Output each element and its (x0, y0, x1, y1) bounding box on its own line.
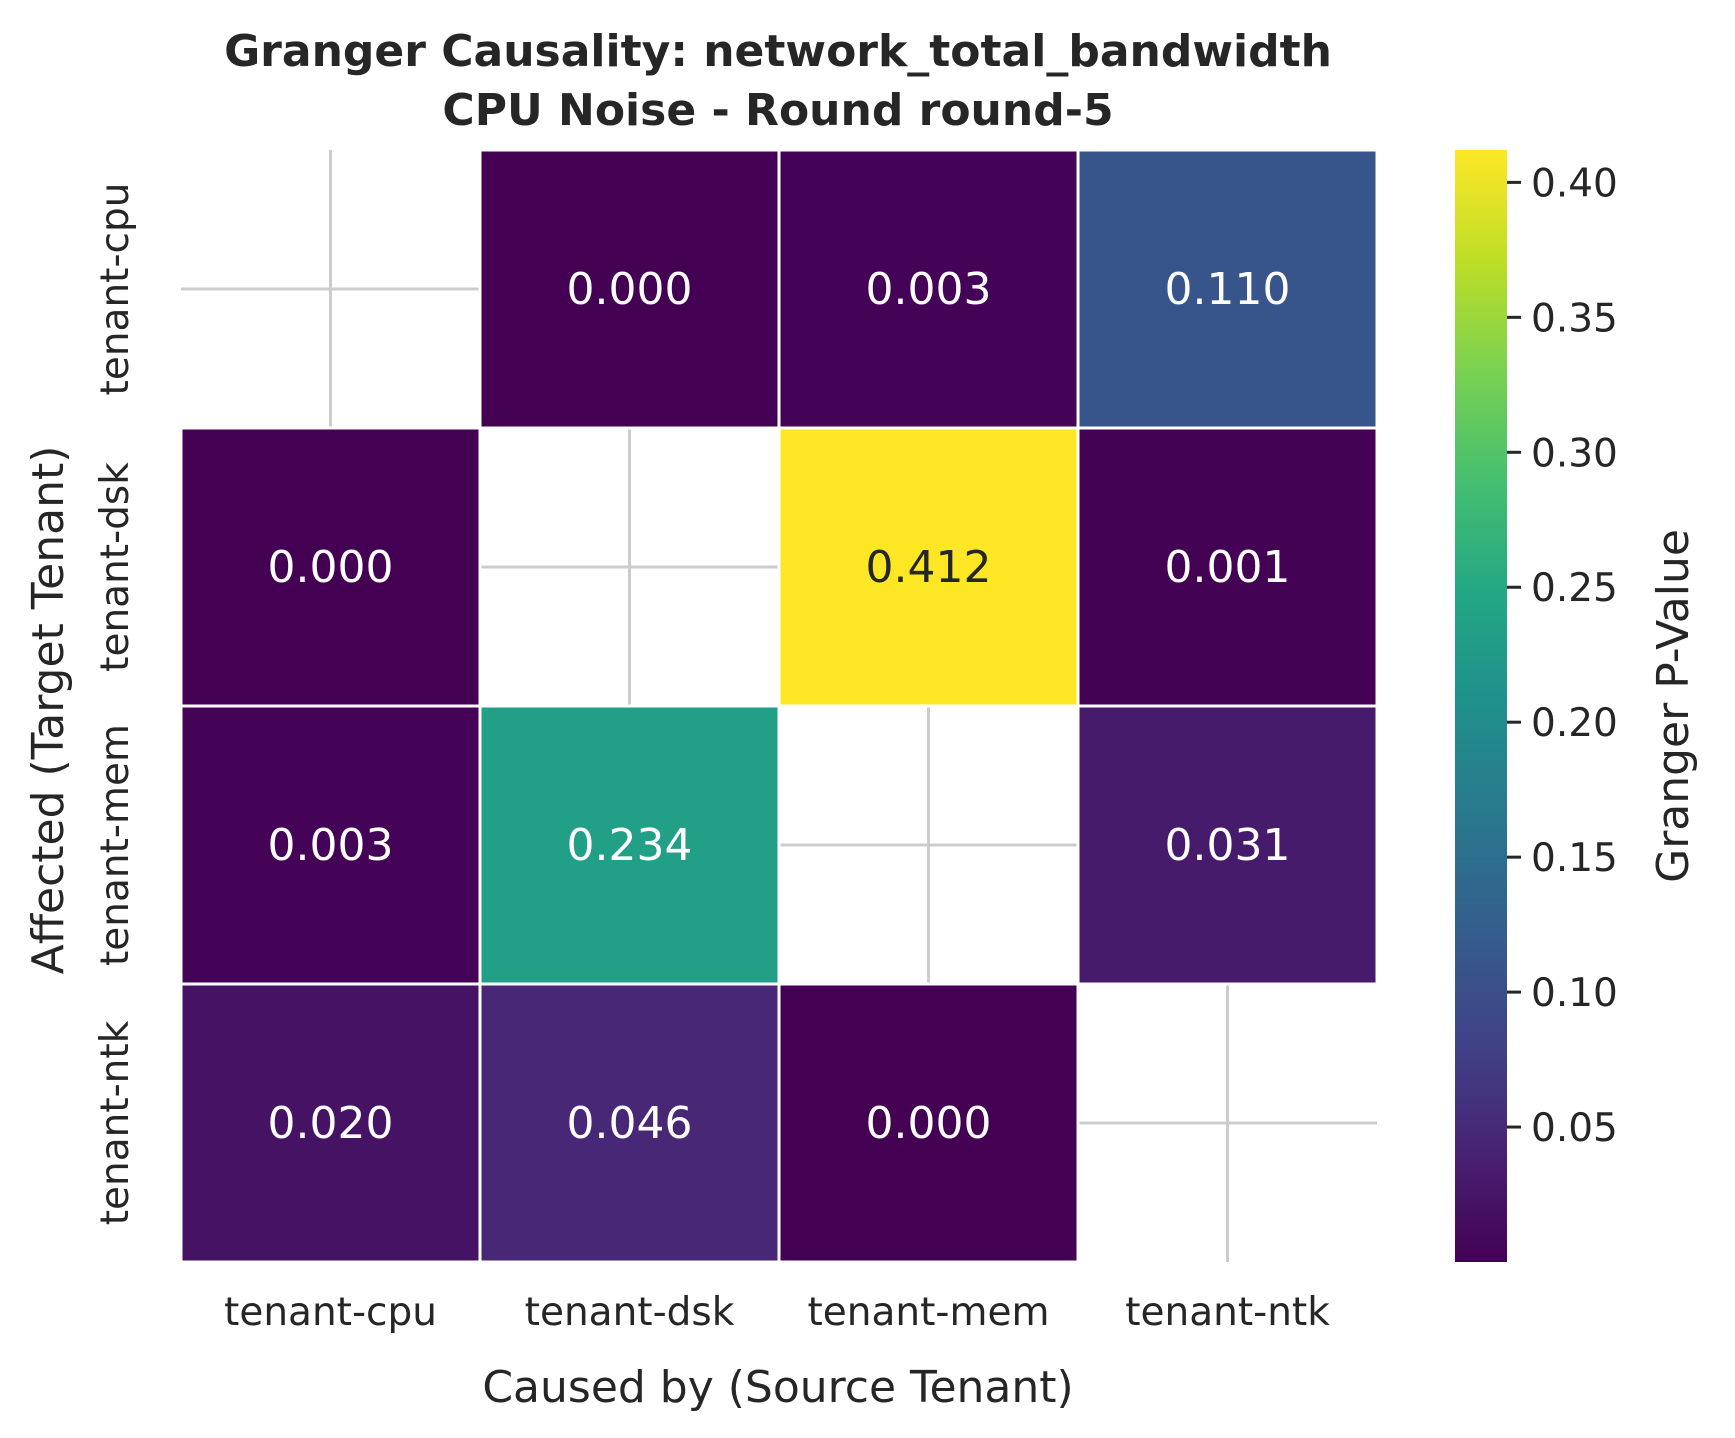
y-tick-label: tenant-ntk (93, 1020, 138, 1225)
heatmap-cell (777, 148, 1080, 430)
heatmap-cell (179, 704, 482, 986)
y-axis-label: Affected (Target Tenant) (23, 446, 74, 975)
x-tick-labels: tenant-cpu tenant-dsk tenant-mem tenant-ntk (224, 1290, 1330, 1335)
y-tick-label: tenant-cpu (93, 183, 138, 396)
cell-value-label: 0.000 (567, 264, 693, 315)
colorbar-tick-label: 0.20 (1531, 701, 1618, 746)
colorbar-label: Granger P-Value (1648, 529, 1699, 883)
cell-value-label: 0.000 (268, 542, 394, 593)
cell-value-label: 0.000 (866, 1098, 992, 1149)
x-tick-label: tenant-mem (808, 1290, 1050, 1335)
cell-value-label: 0.412 (866, 542, 992, 593)
colorbar-tick-label: 0.15 (1531, 836, 1618, 881)
cell-value-label: 0.001 (1165, 542, 1291, 593)
cell-value-label: 0.110 (1165, 264, 1291, 315)
colorbar-tick-label: 0.25 (1531, 566, 1618, 611)
cell-value-labels: 0.000 0.003 0.110 0.000 0.412 0.001 0.003 0.234… (268, 264, 1291, 1149)
colorbar-tick-label: 0.10 (1531, 971, 1618, 1016)
cell-value-label: 0.046 (567, 1098, 693, 1149)
heatmap-cell (1076, 148, 1379, 430)
colorbar-tick-label: 0.35 (1531, 296, 1618, 341)
colorbar-tick-label: 0.05 (1531, 1106, 1618, 1151)
colorbar (1455, 150, 1507, 1262)
colorbar-ticks: 0.05 0.10 0.15 0.20 0.25 0.30 0.35 0.40 (1507, 161, 1618, 1151)
chart-subtitle: CPU Noise - Round round-5 (442, 85, 1113, 136)
x-tick-label: tenant-cpu (224, 1290, 437, 1335)
heatmap-cell (478, 982, 781, 1264)
colorbar-tick-label: 0.30 (1531, 431, 1618, 476)
colorbar-tick-label: 0.40 (1531, 161, 1618, 206)
heatmap-cell (478, 148, 781, 430)
cell-value-label: 0.003 (866, 264, 992, 315)
chart-title: Granger Causality: network_total_bandwid… (224, 26, 1332, 77)
cell-value-label: 0.031 (1165, 820, 1291, 871)
x-axis-label: Caused by (Source Tenant) (482, 1362, 1073, 1413)
y-tick-labels: tenant-cpu tenant-dsk tenant-mem tenant-ntk (93, 183, 138, 1226)
cell-value-label: 0.234 (567, 820, 693, 871)
heatmap-cell (179, 426, 482, 708)
cell-value-label: 0.003 (268, 820, 394, 871)
x-tick-label: tenant-dsk (525, 1290, 735, 1335)
heatmap-cell (478, 704, 781, 986)
x-tick-label: tenant-ntk (1125, 1290, 1330, 1335)
cell-value-label: 0.020 (268, 1098, 394, 1149)
heatmap-cells (179, 148, 1379, 1264)
heatmap-cell (1076, 426, 1379, 708)
y-tick-label: tenant-dsk (93, 462, 138, 672)
heatmap-cell (777, 982, 1080, 1264)
heatmap-cell (1076, 704, 1379, 986)
y-tick-label: tenant-mem (93, 724, 138, 966)
